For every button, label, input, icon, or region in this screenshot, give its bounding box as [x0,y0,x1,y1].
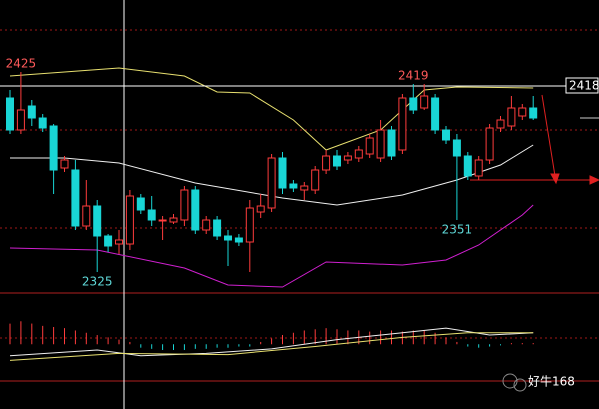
candle-body [93,205,102,237]
candle-body [322,155,331,171]
candle-body [343,155,352,161]
candle-body [398,97,407,151]
band-line [9,204,534,288]
candle-body [354,149,363,159]
candle-body [202,219,211,231]
watermark: 好牛168 [528,374,575,389]
band-line [9,67,534,151]
candle-body [71,169,80,227]
annotation: 2419 [398,69,429,83]
candle-body [431,97,440,131]
candle-body [267,157,276,209]
candle-body [38,117,47,129]
candle-body [474,159,483,177]
annotation: 2425 [6,57,37,71]
candle-body [300,185,309,191]
candle-body [245,207,254,243]
candle-body [224,235,232,241]
candle-body [496,119,505,129]
candle-body [463,155,472,177]
candle-body [289,183,298,189]
candle-body [136,197,145,211]
candle-body [6,97,14,131]
candle-body [169,217,178,223]
price-label: 2418 [569,79,599,93]
candle-body [115,239,123,245]
candle-body [311,169,320,191]
candle-body [507,107,516,127]
candle-body [420,95,429,109]
candle-body [191,189,200,231]
candle-body [213,219,222,237]
candle-body [49,125,58,171]
price-box [565,77,599,94]
candle-body [180,189,189,221]
candle-body [278,157,287,189]
candle-body [82,205,91,227]
candle-body [442,129,450,141]
annotation: 2325 [82,275,113,289]
candle-body [147,209,156,221]
candle-body [365,137,374,155]
candle-body [529,107,538,119]
candle-body [158,219,167,222]
candle-body [256,205,265,213]
candle-body [60,159,69,169]
candle-body [485,127,494,161]
macd-line [9,327,534,357]
candle-body [234,237,243,243]
candle-body [125,195,134,245]
arrows [470,94,599,185]
candle-body [518,107,527,117]
macd-line [9,332,534,361]
candle-body [387,129,396,157]
candle-body [16,109,25,131]
candle-body [376,129,385,159]
candle-body [104,235,113,247]
annotation: 2351 [442,223,473,237]
candle-body [333,155,341,167]
logo [502,373,527,392]
candle-body [27,105,36,119]
candle-body [409,97,418,111]
candle-body [452,139,461,157]
